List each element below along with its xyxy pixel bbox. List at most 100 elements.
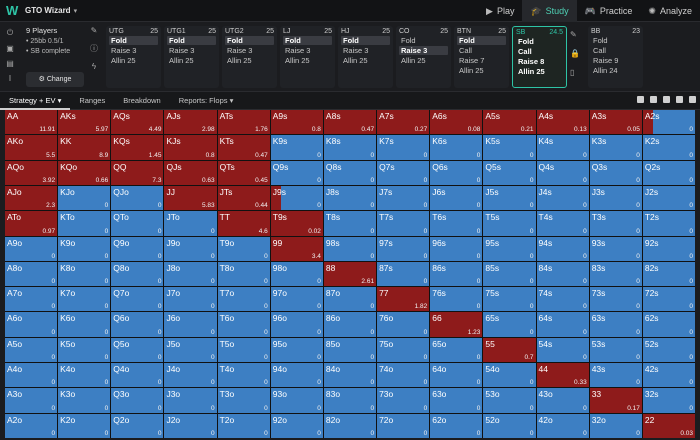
hand-cell[interactable]: J6s 0 (430, 185, 483, 211)
seat-action[interactable]: Fold (593, 36, 608, 45)
hand-cell[interactable]: 77 1.82 (377, 287, 430, 312)
seat-utg2[interactable]: UTG2 25 Fold Raise 3 Allin 25 (222, 26, 277, 88)
hand-cell[interactable]: A9o 0 (5, 236, 58, 261)
hand-cell[interactable]: K5s 0 (483, 135, 536, 160)
hand-cell[interactable]: A7s 0.27 (377, 110, 430, 135)
hand-cell[interactable]: Q2o 0 (111, 413, 164, 438)
hand-cell[interactable]: 98o 0 (270, 261, 323, 287)
hand-cell[interactable]: 64s 0 (536, 312, 589, 337)
save-icon[interactable]: ▣ (6, 44, 14, 53)
hand-cell[interactable]: A5s 0.21 (483, 110, 536, 135)
hand-cell[interactable]: 42o 0 (536, 413, 589, 438)
book-icon[interactable]: ▯ (570, 68, 575, 77)
hand-cell[interactable]: 32s 0 (642, 388, 695, 413)
seat-action[interactable]: Fold (401, 36, 416, 45)
hand-cell[interactable]: AQs 4.49 (111, 110, 164, 135)
hand-cell[interactable]: K3o 0 (58, 388, 111, 413)
hand-cell[interactable]: Q8s 0 (323, 160, 377, 185)
nav-practice[interactable]: 🎮 Practice (577, 0, 641, 22)
seat-action[interactable]: Allin 25 (401, 56, 426, 65)
hand-cell[interactable]: 75s 0 (483, 287, 536, 312)
hand-cell[interactable]: Q9s 0 (270, 160, 323, 185)
hand-cell[interactable]: KJs 0.8 (164, 135, 217, 160)
hand-cell[interactable]: K3s 0 (589, 135, 642, 160)
seat-action[interactable]: Raise 9 (593, 56, 619, 65)
hand-cell[interactable]: 72o 0 (377, 413, 430, 438)
hand-cell[interactable]: 63o 0 (430, 388, 483, 413)
hand-cell[interactable]: QJs 0.63 (164, 160, 217, 185)
hand-cell[interactable]: A8o 0 (5, 261, 58, 287)
seat-action[interactable]: Raise 8 (518, 57, 545, 66)
hand-cell[interactable]: K6s 0 (430, 135, 483, 160)
hand-cell[interactable]: 63s 0 (589, 312, 642, 337)
hand-cell[interactable]: A6s 0.08 (430, 110, 483, 135)
hand-cell[interactable]: Q6s 0 (430, 160, 483, 185)
tab-strategy-ev[interactable]: Strategy + EV ▾ (0, 92, 71, 110)
seat-bb[interactable]: BB 23 Fold Call Raise 9 Allin 24 (588, 26, 643, 88)
hand-cell[interactable]: J9s 0 (270, 185, 323, 211)
hand-cell[interactable]: J9o 0 (164, 236, 217, 261)
hand-cell[interactable]: 62o 0 (430, 413, 483, 438)
info-icon[interactable]: ⓘ (90, 44, 98, 53)
hand-cell[interactable]: JTo 0 (164, 211, 217, 236)
hand-cell[interactable]: QTo 0 (111, 211, 164, 236)
hand-cell[interactable]: T7o 0 (217, 287, 270, 312)
pencil-icon[interactable]: ✎ (90, 26, 98, 35)
seat-action[interactable]: Call (459, 46, 472, 55)
hand-cell[interactable]: 33 0.17 (589, 388, 642, 413)
hand-cell[interactable]: 43o 0 (536, 388, 589, 413)
hand-cell[interactable]: A9s 0.8 (270, 110, 323, 135)
hand-cell[interactable]: 87o 0 (323, 287, 377, 312)
hand-cell[interactable]: AJo 2.3 (5, 185, 58, 211)
hand-cell[interactable]: 72s 0 (642, 287, 695, 312)
seat-action[interactable]: Raise 3 (111, 46, 137, 55)
seat-action[interactable]: Allin 25 (227, 56, 252, 65)
hand-cell[interactable]: 74o 0 (377, 363, 430, 388)
hand-cell[interactable]: T3o 0 (217, 388, 270, 413)
seat-action[interactable]: Fold (225, 36, 274, 45)
seat-action[interactable]: Allin 25 (285, 56, 310, 65)
hand-cell[interactable]: A2o 0 (5, 413, 58, 438)
hand-cell[interactable]: KK 8.9 (58, 135, 111, 160)
hand-cell[interactable]: 85s 0 (483, 261, 536, 287)
seat-action[interactable]: Raise 3 (399, 46, 448, 55)
seat-action[interactable]: Fold (283, 36, 332, 45)
hand-cell[interactable]: T5o 0 (217, 337, 270, 363)
hand-cell[interactable]: ATo 0.97 (5, 211, 58, 236)
tab-breakdown[interactable]: Breakdown (123, 95, 161, 105)
hand-cell[interactable]: K7o 0 (58, 287, 111, 312)
hand-cell[interactable]: 53o 0 (483, 388, 536, 413)
hand-cell[interactable]: 65s 0 (483, 312, 536, 337)
hand-cell[interactable]: Q3s 0 (589, 160, 642, 185)
hand-cell[interactable]: T6o 0 (217, 312, 270, 337)
hand-cell[interactable]: KTs 0.47 (217, 135, 270, 160)
hand-cell[interactable]: 42s 0 (642, 363, 695, 388)
hand-cell[interactable]: K6o 0 (58, 312, 111, 337)
seat-utg1[interactable]: UTG1 25 Fold Raise 3 Allin 25 (164, 26, 219, 88)
settings-view-icon[interactable] (689, 96, 696, 103)
hand-cell[interactable]: AJs 2.98 (164, 110, 217, 135)
hand-cell[interactable]: A7o 0 (5, 287, 58, 312)
hand-cell[interactable]: 73o 0 (377, 388, 430, 413)
hand-cell[interactable]: 97o 0 (270, 287, 323, 312)
seat-action[interactable]: Allin 25 (343, 56, 368, 65)
lock-icon[interactable]: 🔒 (570, 49, 580, 58)
pencil-icon[interactable]: ✎ (570, 30, 577, 39)
hand-cell[interactable]: T4o 0 (217, 363, 270, 388)
seat-btn[interactable]: BTN 25 Fold Call Raise 7 Allin 25 (454, 26, 509, 88)
hand-cell[interactable]: AQo 3.92 (5, 160, 58, 185)
hand-cell[interactable]: Q3o 0 (111, 388, 164, 413)
hand-cell[interactable]: 96o 0 (270, 312, 323, 337)
hand-cell[interactable]: 93s 0 (589, 236, 642, 261)
hand-cell[interactable]: 85o 0 (323, 337, 377, 363)
hand-cell[interactable]: T5s 0 (483, 211, 536, 236)
seat-utg[interactable]: UTG 25 Fold Raise 3 Allin 25 (106, 26, 161, 88)
hand-cell[interactable]: J4o 0 (164, 363, 217, 388)
hand-cell[interactable]: A3o 0 (5, 388, 58, 413)
hand-cell[interactable]: T8s 0 (323, 211, 377, 236)
hand-cell[interactable]: J8o 0 (164, 261, 217, 287)
hand-cell[interactable]: T6s 0 (430, 211, 483, 236)
hand-cell[interactable]: 86s 0 (430, 261, 483, 287)
seat-action[interactable]: Allin 25 (459, 66, 484, 75)
hand-cell[interactable]: T8o 0 (217, 261, 270, 287)
